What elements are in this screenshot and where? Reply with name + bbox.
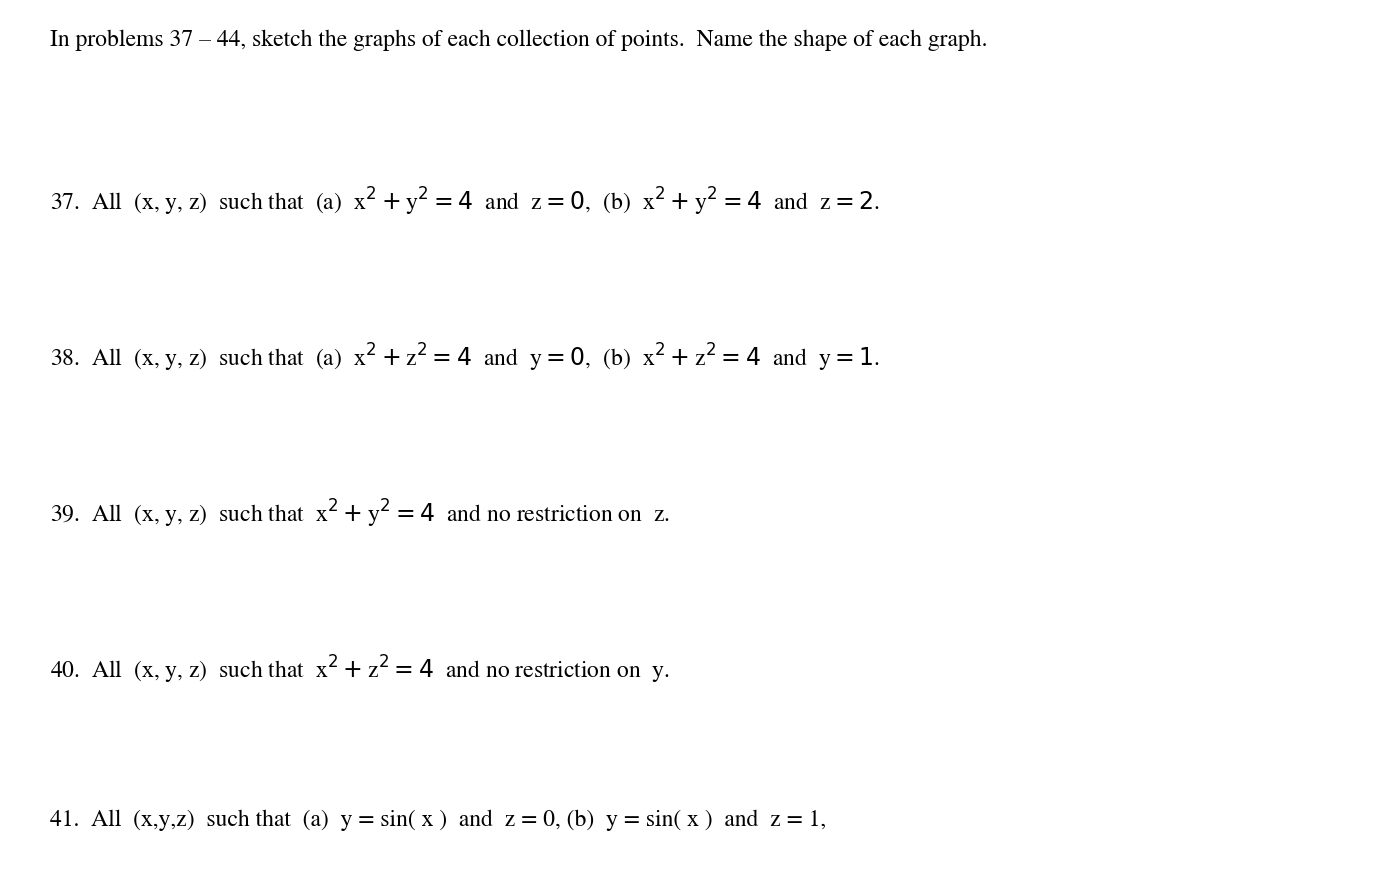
Text: 40.  All  (x, y, z)  such that  $\mathregular{x}^2 + \mathregular{z}^2 = 4$  and: 40. All (x, y, z) such that $\mathregula… (50, 654, 670, 686)
Text: 37.  All  (x, y, z)  such that  (a)  $\mathregular{x}^2 + \mathregular{y}^2 = 4$: 37. All (x, y, z) such that (a) $\mathre… (50, 186, 879, 218)
Text: 41.  All  (x,y,z)  such that  (a)  y = sin( x )  and  z = 0, (b)  y = sin( x )  : 41. All (x,y,z) such that (a) y = sin( x… (50, 810, 826, 831)
Text: 39.  All  (x, y, z)  such that  $\mathregular{x}^2 + \mathregular{y}^2 = 4$  and: 39. All (x, y, z) such that $\mathregula… (50, 498, 670, 530)
Text: In problems 37 – 44, sketch the graphs of each collection of points.  Name the s: In problems 37 – 44, sketch the graphs o… (50, 30, 987, 52)
Text: 38.  All  (x, y, z)  such that  (a)  $\mathregular{x}^2 + \mathregular{z}^2 = 4$: 38. All (x, y, z) such that (a) $\mathre… (50, 342, 879, 374)
